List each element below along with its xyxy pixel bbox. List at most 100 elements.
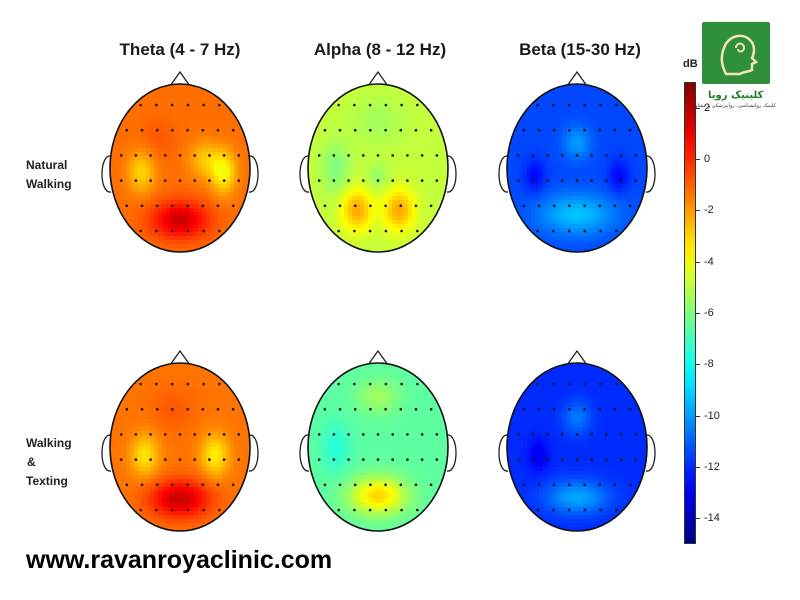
electrode bbox=[384, 103, 388, 107]
electrode bbox=[531, 433, 535, 436]
electrode bbox=[435, 458, 439, 461]
electrode bbox=[583, 382, 587, 386]
electrode bbox=[575, 179, 579, 182]
electrode bbox=[416, 103, 419, 107]
power-field bbox=[507, 363, 647, 531]
logo-name: کلینیک رویا bbox=[708, 90, 764, 101]
electrode bbox=[237, 433, 241, 436]
electrode bbox=[567, 382, 571, 386]
electrode bbox=[125, 407, 129, 411]
electrode bbox=[202, 382, 205, 386]
electrode bbox=[171, 128, 174, 132]
electrode bbox=[537, 128, 541, 132]
nose-icon bbox=[367, 70, 389, 87]
electrode bbox=[178, 433, 182, 436]
electrode bbox=[406, 458, 409, 461]
electrode bbox=[435, 154, 439, 157]
electrode bbox=[391, 458, 395, 461]
electrode bbox=[201, 204, 205, 208]
electrode bbox=[186, 229, 190, 233]
electrode bbox=[140, 483, 144, 487]
electrode bbox=[361, 458, 365, 461]
electrode bbox=[216, 128, 220, 132]
electrode bbox=[414, 204, 418, 208]
electrode bbox=[353, 483, 357, 487]
electrode bbox=[361, 179, 365, 182]
electrode bbox=[361, 154, 365, 157]
electrode bbox=[149, 433, 152, 436]
electrode bbox=[317, 433, 321, 436]
electrode bbox=[560, 433, 564, 436]
electrode bbox=[399, 128, 403, 132]
electrode bbox=[628, 128, 632, 132]
electrode bbox=[237, 179, 241, 182]
electrode bbox=[537, 483, 541, 487]
electrode bbox=[338, 483, 342, 487]
electrode bbox=[399, 407, 403, 411]
electrode bbox=[414, 483, 418, 487]
electrode bbox=[546, 433, 549, 436]
electrode bbox=[119, 179, 123, 182]
electrode bbox=[170, 229, 174, 233]
electrode bbox=[193, 458, 197, 461]
nose-icon bbox=[566, 70, 588, 87]
electrode bbox=[202, 229, 205, 233]
electrode bbox=[613, 128, 617, 132]
electrode bbox=[384, 128, 387, 132]
electrode bbox=[119, 433, 123, 436]
electrode bbox=[353, 128, 357, 132]
electrode bbox=[568, 128, 571, 132]
row-label-line: & bbox=[27, 455, 36, 469]
electrode bbox=[222, 179, 226, 182]
electrode bbox=[391, 154, 395, 157]
electrode bbox=[155, 103, 158, 107]
electrode bbox=[619, 179, 623, 182]
electrode bbox=[155, 483, 159, 487]
colorbar-tick-label: -12 bbox=[704, 461, 720, 473]
electrode bbox=[155, 204, 159, 208]
electrode bbox=[323, 204, 327, 208]
electrode bbox=[384, 229, 388, 233]
website-url[interactable]: www.ravanroyaclinic.com bbox=[26, 546, 333, 574]
colorbar-tick-mark bbox=[696, 415, 700, 417]
electrode bbox=[546, 154, 549, 157]
colorbar-title: dB bbox=[683, 58, 698, 70]
electrode bbox=[605, 179, 608, 182]
electrode bbox=[208, 179, 211, 182]
ear-icon bbox=[248, 434, 259, 472]
head-outline bbox=[109, 362, 251, 532]
column-title-theta: Theta (4 - 7 Hz) bbox=[119, 40, 241, 59]
electrode bbox=[516, 433, 520, 436]
electrode bbox=[628, 407, 632, 411]
electrode bbox=[202, 508, 205, 512]
electrode bbox=[615, 229, 618, 233]
electrode bbox=[353, 382, 356, 386]
colorbar-tick-label: 0 bbox=[704, 153, 711, 165]
ear-icon bbox=[101, 155, 112, 193]
electrode bbox=[368, 508, 372, 512]
electrode bbox=[361, 433, 365, 436]
electrode bbox=[178, 154, 182, 157]
electrode bbox=[406, 154, 409, 157]
electrode bbox=[429, 407, 433, 411]
electrode bbox=[619, 154, 623, 157]
topo-map-r1-c0 bbox=[101, 349, 259, 532]
topo-map-r0-c0 bbox=[101, 70, 259, 253]
ear-icon bbox=[446, 155, 457, 193]
ear-icon bbox=[645, 155, 656, 193]
electrode bbox=[634, 154, 638, 157]
electrode bbox=[201, 128, 205, 132]
electrode bbox=[628, 483, 632, 487]
electrode bbox=[583, 407, 586, 411]
electrode bbox=[552, 483, 556, 487]
electrode bbox=[546, 179, 549, 182]
electrode bbox=[323, 128, 327, 132]
electrode bbox=[171, 204, 174, 208]
electrode bbox=[369, 204, 372, 208]
electrode bbox=[125, 128, 129, 132]
electrode bbox=[583, 103, 587, 107]
head-outline bbox=[109, 83, 251, 253]
electrode bbox=[399, 204, 403, 208]
electrode bbox=[237, 458, 241, 461]
electrode bbox=[376, 154, 380, 157]
